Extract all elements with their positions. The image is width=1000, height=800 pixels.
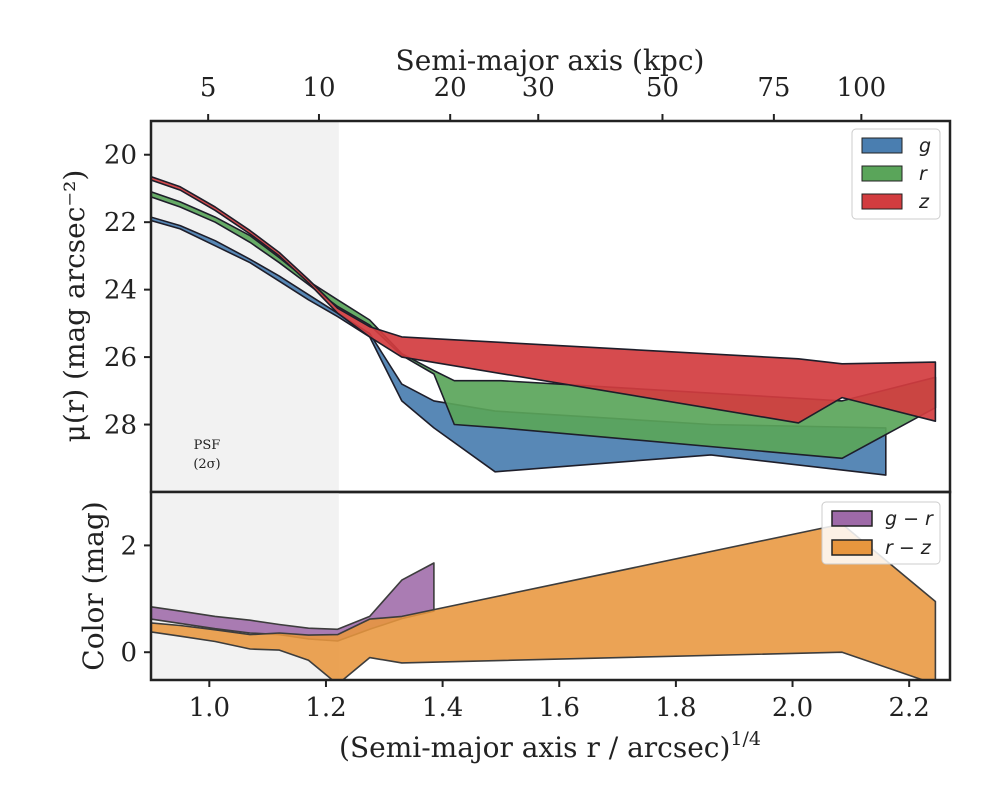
sb-bands (151, 175, 937, 476)
legend-swatch-r-z (831, 539, 873, 556)
color-y-ticks: 02 (120, 531, 151, 668)
legend-label-z: z (918, 191, 930, 213)
legend-label-g: g (919, 135, 931, 157)
x-tick-label: 1.4 (422, 693, 463, 723)
x-tick-label: 1.8 (655, 693, 696, 723)
legend-label-g-r: g − r (885, 508, 934, 530)
legend-swatch-g-r (831, 510, 873, 527)
main-x-ticks: 1.0 1.2 1.4 1.6 1.8 2.0 2.2 (189, 680, 930, 723)
legend-swatch-r (861, 165, 903, 182)
x-axis-title-main: (Semi-major axis r / arcsec) (339, 731, 730, 764)
legend-label-r-z: r − z (885, 537, 932, 559)
color-bands (151, 523, 937, 680)
top-x-axis-title: Semi-major axis (kpc) (396, 44, 705, 77)
x-tick-label: 2.2 (888, 693, 929, 723)
sb-band-z (151, 175, 937, 424)
x-tick-label: 2.0 (772, 693, 813, 723)
sb-y-ticks: 20 22 24 26 28 (104, 141, 151, 441)
color-panel: 02 1.0 1.2 1.4 1.6 1.8 2.0 2.2 g − r r − z Col… (77, 490, 952, 764)
kpc-x-tick-label: 50 (646, 73, 679, 103)
bottom-x-axis-title: (Semi-major axis r / arcsec)1/4 (339, 728, 761, 764)
sb-y-tick-label: 22 (104, 208, 137, 238)
top-y-axis-title: μ(r) (mag arcsec⁻²) (58, 170, 91, 443)
sb-panel: PSF (2σ) 20 22 24 26 28 5 10 20 30 50 75 100 g r z… (58, 44, 952, 494)
kpc-x-tick-label: 10 (302, 73, 335, 103)
x-axis-title-exponent: 1/4 (730, 728, 761, 750)
kpc-x-tick-label: 30 (522, 73, 555, 103)
color-legend: g − r r − z (821, 501, 941, 565)
sb-y-tick-label: 28 (104, 411, 137, 441)
x-tick-label: 1.2 (305, 693, 346, 723)
sb-y-tick-label: 26 (104, 343, 137, 373)
sb-legend: g r z (851, 128, 941, 220)
legend-swatch-g (861, 137, 903, 154)
kpc-x-tick-label: 5 (200, 73, 217, 103)
x-tick-label: 1.6 (539, 693, 580, 723)
kpc-x-tick-label: 20 (434, 73, 467, 103)
psf-label-line1: PSF (194, 438, 221, 453)
bottom-y-axis-title: Color (mag) (77, 501, 110, 670)
sb-y-tick-label: 24 (104, 276, 137, 306)
psf-shade (151, 121, 339, 492)
kpc-x-tick-label: 75 (757, 73, 790, 103)
kpc-x-ticks: 5 10 20 30 50 75 100 (200, 73, 886, 121)
psf-label-line2: (2σ) (193, 457, 220, 472)
x-tick-label: 1.0 (189, 693, 230, 723)
sb-y-tick-label: 20 (104, 141, 137, 171)
legend-swatch-z (861, 193, 903, 210)
color-band-r-z (151, 523, 937, 680)
legend-label-r: r (919, 163, 928, 185)
color-y-tick-label: 0 (120, 638, 137, 668)
color-y-tick-label: 2 (120, 531, 137, 561)
kpc-x-tick-label: 100 (837, 73, 887, 103)
color-axes-frame (149, 490, 952, 682)
